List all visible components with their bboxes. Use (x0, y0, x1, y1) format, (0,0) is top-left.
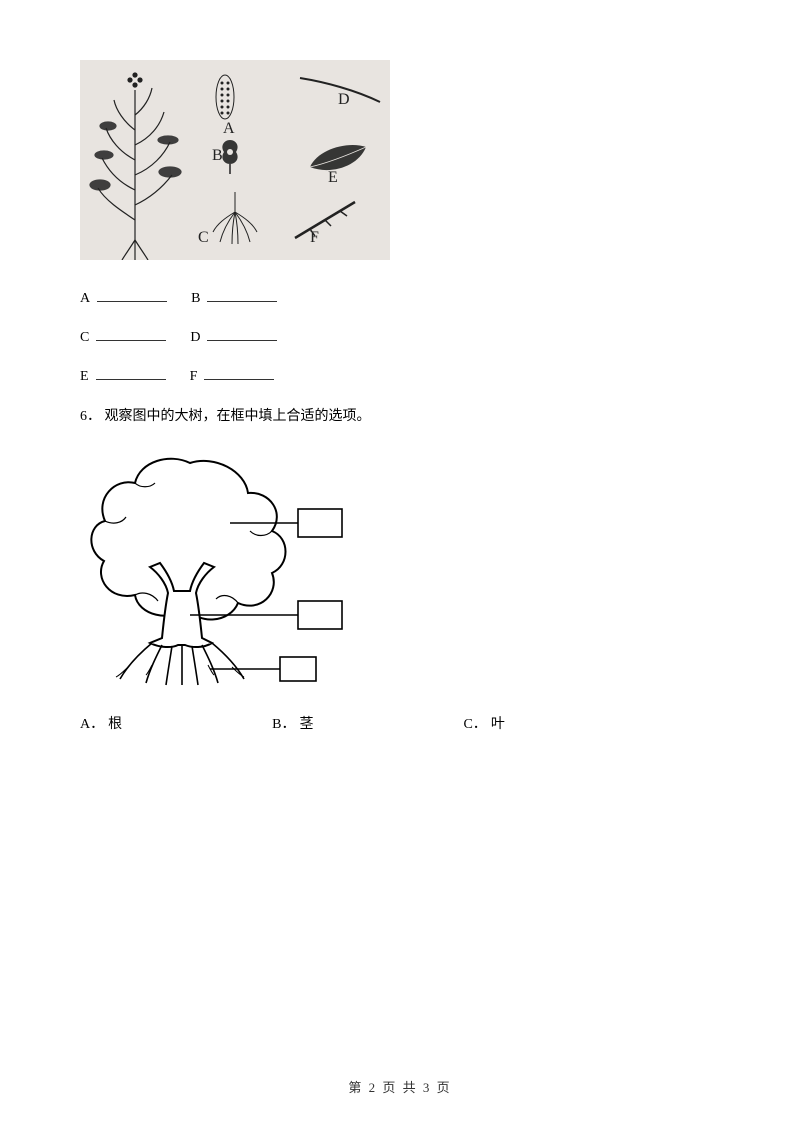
photo-label-F: F (310, 229, 319, 246)
answer-box-bottom[interactable] (280, 657, 316, 681)
answer-box-middle[interactable] (298, 601, 342, 629)
options-row: A． 根 B． 茎 C． 叶 (80, 713, 720, 733)
blank-label-A: A (80, 291, 91, 307)
blank-B[interactable] (207, 288, 277, 302)
photo-label-B: B (212, 147, 223, 164)
blank-C[interactable] (96, 327, 166, 341)
blank-label-B: B (191, 291, 201, 307)
answer-box-top[interactable] (298, 509, 342, 537)
question-6-number: 6． (80, 409, 101, 424)
blank-F[interactable] (204, 366, 274, 380)
blank-D[interactable] (207, 327, 277, 341)
blank-label-F: F (190, 369, 199, 385)
fill-row-2: C D (80, 327, 720, 346)
option-C: C． 叶 (463, 713, 504, 733)
photo-label-C: C (198, 229, 209, 246)
option-C-text: 叶 (491, 713, 505, 733)
tree-diagram (80, 443, 360, 703)
option-A-text: 根 (108, 713, 122, 733)
blank-E[interactable] (96, 366, 166, 380)
blank-label-D: D (190, 330, 201, 346)
photo-label-A: A (223, 120, 235, 137)
blank-A[interactable] (97, 288, 167, 302)
option-B: B． 茎 (272, 713, 313, 733)
question-6-text: 观察图中的大树，在框中填上合适的选项。 (105, 409, 371, 424)
fill-row-1: A B (80, 288, 720, 307)
option-C-letter: C． (463, 713, 486, 733)
option-B-text: 茎 (299, 713, 313, 733)
plant-parts-image: A B C D E (80, 60, 390, 260)
option-B-letter: B． (272, 713, 295, 733)
photo-label-D: D (338, 91, 350, 108)
page-footer: 第 2 页 共 3 页 (0, 1077, 800, 1096)
option-A-letter: A． (80, 713, 104, 733)
blank-label-E: E (80, 369, 90, 385)
fill-row-3: E F (80, 366, 720, 385)
footer-text: 第 2 页 共 3 页 (348, 1080, 451, 1095)
question-6: 6． 观察图中的大树，在框中填上合适的选项。 (80, 405, 720, 425)
option-A: A． 根 (80, 713, 122, 733)
photo-label-E: E (328, 169, 338, 186)
blank-label-C: C (80, 330, 90, 346)
